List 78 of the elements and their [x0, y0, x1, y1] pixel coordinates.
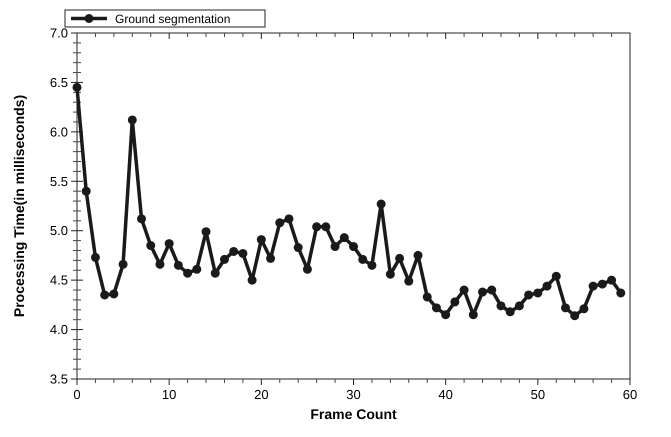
point — [450, 297, 460, 306]
point — [542, 282, 552, 291]
point — [210, 268, 220, 278]
point — [478, 288, 488, 297]
y-tick-label: 6.5 — [50, 74, 68, 90]
point — [358, 254, 368, 264]
y-tick-label: 5.5 — [50, 174, 68, 189]
point — [118, 260, 128, 269]
point — [109, 289, 118, 298]
point — [90, 252, 100, 262]
point — [414, 250, 423, 260]
point — [552, 272, 561, 281]
point — [367, 260, 376, 270]
point — [220, 254, 229, 264]
point — [183, 268, 192, 278]
y-tick-label: 4.5 — [50, 272, 68, 288]
point — [248, 276, 257, 285]
y-tick-label: 4.0 — [50, 322, 68, 338]
point — [422, 292, 432, 302]
y-tick-label: 7.0 — [50, 26, 68, 40]
point — [524, 290, 534, 300]
x-tick-label: 0 — [73, 387, 81, 402]
point — [82, 186, 91, 196]
x-tick-label: 10 — [162, 387, 176, 402]
point — [137, 214, 146, 224]
point — [432, 303, 441, 312]
point — [146, 241, 156, 250]
point — [238, 248, 248, 258]
point — [468, 310, 478, 320]
point — [487, 286, 496, 295]
point — [202, 227, 211, 236]
point — [155, 260, 164, 269]
point — [349, 242, 358, 252]
point — [506, 307, 515, 316]
x-tick-label: 40 — [438, 387, 453, 402]
point — [174, 260, 183, 270]
point — [514, 301, 524, 310]
point — [560, 303, 570, 312]
point — [588, 282, 598, 291]
x-tick-label: 50 — [530, 387, 546, 402]
point — [294, 243, 303, 252]
point — [616, 288, 626, 298]
point — [284, 214, 294, 224]
point — [164, 239, 174, 248]
point — [302, 264, 312, 274]
point — [460, 286, 469, 295]
point — [395, 254, 404, 263]
point — [275, 218, 284, 228]
point — [192, 264, 202, 274]
point — [607, 276, 616, 285]
y-axis-title: Processing Time(in milliseconds) — [11, 94, 27, 318]
x-axis-title: Frame Count — [310, 406, 398, 422]
x-tick-label: 20 — [254, 387, 269, 402]
point — [266, 254, 276, 263]
point — [441, 310, 450, 320]
point — [256, 235, 266, 244]
x-tick-label: 60 — [622, 387, 638, 402]
point — [330, 242, 340, 252]
point — [72, 82, 82, 92]
point — [579, 304, 588, 314]
point — [404, 276, 414, 286]
point — [312, 222, 322, 232]
point — [386, 270, 395, 279]
x-tick-label: 30 — [346, 387, 361, 402]
y-tick-label: 3.5 — [50, 372, 68, 386]
point — [496, 301, 506, 310]
point — [321, 222, 330, 232]
point — [128, 115, 137, 124]
point — [100, 290, 110, 300]
point — [376, 200, 386, 209]
point — [570, 311, 580, 320]
y-tick-label: 6.0 — [50, 124, 68, 140]
point — [340, 233, 349, 242]
legend-label: Ground segmentation — [115, 12, 230, 26]
point — [598, 280, 607, 289]
point — [533, 288, 542, 298]
y-tick-label: 5.0 — [50, 223, 68, 238]
point — [229, 246, 238, 256]
